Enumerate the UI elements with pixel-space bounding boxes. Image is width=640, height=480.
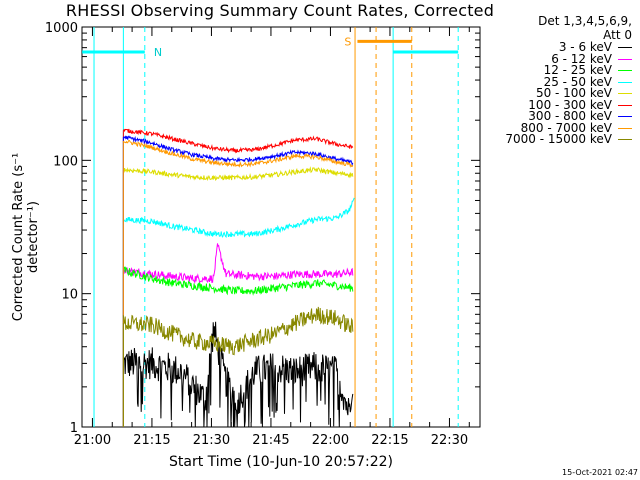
saa-flag-label: S <box>344 35 351 48</box>
y-tick-label: 10 <box>61 288 78 303</box>
series-line-7 <box>123 139 354 168</box>
y-tick-label: 1 <box>70 421 78 436</box>
legend-entry: 100 - 300 keV <box>476 97 636 112</box>
series-line-6 <box>123 135 354 167</box>
legend-entry-swatch <box>618 70 632 71</box>
x-tick-label: 22:00 <box>312 433 349 448</box>
series-line-0 <box>123 321 354 428</box>
y-tick-label: 100 <box>53 154 78 169</box>
x-tick-label: 22:30 <box>431 433 468 448</box>
series-line-8 <box>122 306 354 356</box>
legend-entry: 3 - 6 keV <box>476 40 636 54</box>
legend-entry: 50 - 100 keV <box>476 86 636 100</box>
legend-entry-label: 6 - 12 keV <box>551 51 612 66</box>
legend-entry-label: 800 - 7000 keV <box>520 120 612 135</box>
legend-entry: 300 - 800 keV <box>476 109 636 123</box>
legend-entry-label: 50 - 100 keV <box>535 86 612 100</box>
y-axis-label: Corrected Count Rate (s⁻¹ detector⁻¹) <box>11 152 41 322</box>
series-line-3 <box>122 197 355 238</box>
legend-entry-label: 300 - 800 keV <box>528 109 612 123</box>
legend-entry-swatch <box>618 116 632 117</box>
chart-title: RHESSI Observing Summary Count Rates, Co… <box>65 1 495 20</box>
legend-entry: 25 - 50 keV <box>476 74 636 89</box>
legend-entry: 6 - 12 keV <box>476 51 636 66</box>
series-line-4 <box>123 166 354 182</box>
plot-frame <box>81 26 481 428</box>
series-line-5 <box>123 128 354 154</box>
series-line-2 <box>122 266 354 296</box>
legend-entry-label: 25 - 50 keV <box>543 74 612 89</box>
legend-entry-swatch <box>618 58 632 60</box>
legend-entry-swatch <box>618 127 632 129</box>
legend-entry-swatch <box>618 93 632 94</box>
x-axis-label: Start Time (10-Jun-10 20:57:22) <box>169 454 393 470</box>
legend-entry-label: 12 - 25 keV <box>543 63 612 77</box>
legend-entry-swatch <box>618 81 632 83</box>
legend-entry: 800 - 7000 keV <box>476 120 636 135</box>
legend-entry: 7000 - 15000 keV <box>476 132 636 146</box>
x-tick-label: 21:15 <box>133 433 170 448</box>
legend-entry: 12 - 25 keV <box>476 63 636 77</box>
night-flag-label: N <box>154 46 162 59</box>
legend-entry-label: 100 - 300 keV <box>528 97 612 112</box>
x-tick-label: 21:00 <box>74 433 111 448</box>
detector-line: Det 1,3,4,5,6,9, <box>538 14 632 28</box>
detector-info: Det 1,3,4,5,6,9, Att 0 <box>482 14 632 42</box>
legend-entry-label: 3 - 6 keV <box>558 40 612 54</box>
legend-entry-swatch <box>618 139 632 140</box>
x-tick-label: 21:45 <box>252 433 289 448</box>
x-tick-label: 21:30 <box>193 433 230 448</box>
y-tick-label: 1000 <box>45 21 78 36</box>
plot-timestamp: 15-Oct-2021 02:47 <box>562 468 638 477</box>
legend: 3 - 6 keV 6 - 12 keV 12 - 25 keV 25 - 50 ke… <box>476 40 636 146</box>
legend-entry-swatch <box>618 104 632 106</box>
attenuator-line: Att 0 <box>603 28 632 42</box>
series-line-1 <box>122 243 354 284</box>
legend-entry-swatch <box>618 47 632 48</box>
legend-entry-label: 7000 - 15000 keV <box>505 132 612 146</box>
x-tick-label: 22:15 <box>371 433 408 448</box>
